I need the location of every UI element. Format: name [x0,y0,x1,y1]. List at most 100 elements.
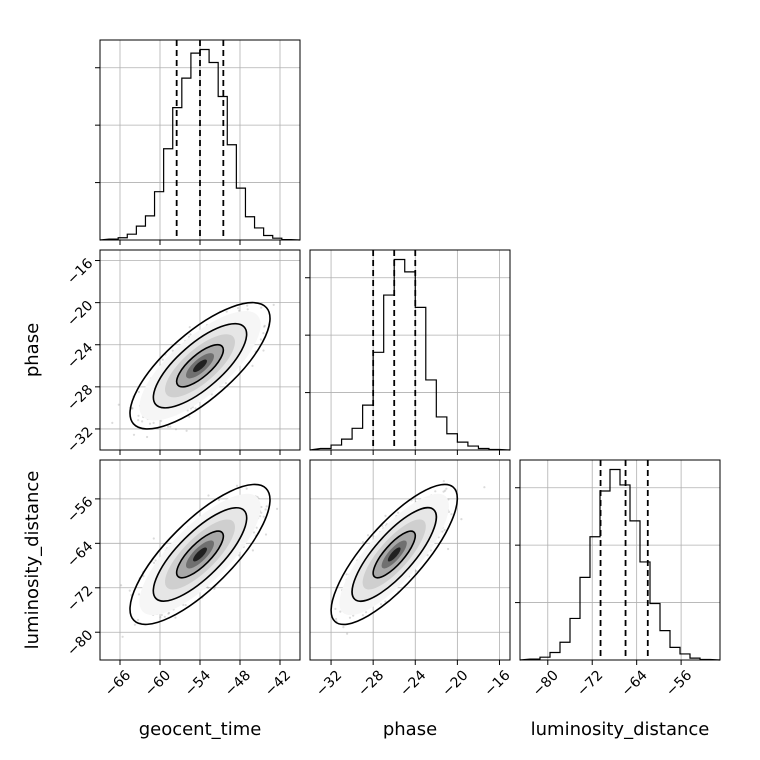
x-axis-label-phase: phase [383,719,437,740]
x-tick-label: −80 [530,668,562,700]
sample-point [225,310,228,313]
sample-point [441,530,444,533]
sample-point [450,513,453,516]
contour-99 [129,301,271,430]
sample-point [237,307,240,310]
sample-point [154,559,157,562]
sample-point [444,489,447,492]
hist-panel-bg [520,460,720,660]
scatter-inner [310,460,510,660]
x-tick-label: −28 [355,668,387,700]
y-tick-label: −56 [64,494,96,526]
sample-point [352,614,355,617]
sample-point [246,308,249,311]
sample-point [264,508,267,511]
hist-panel-luminosity_distance [515,459,721,665]
sample-point [447,547,450,551]
y-tick-label: −20 [64,298,96,330]
y-tick-label: −16 [64,256,96,288]
sample-point [429,549,432,552]
x-tick-label: −60 [142,668,174,700]
x-tick-label: −48 [222,668,254,700]
sample-point [442,490,445,493]
contour-86 [152,322,248,409]
sample-point [120,584,123,587]
sample-point [445,487,448,490]
x-tick-label: −64 [619,667,651,699]
sample-point [136,618,140,622]
sample-point [372,535,375,538]
sample-point [188,326,191,329]
sample-point [235,484,239,487]
y-tick-label: −28 [64,382,96,414]
sample-point [348,616,352,619]
y-tick-label: −32 [64,424,96,456]
sample-point [130,407,134,410]
sample-point [117,403,120,406]
sample-point [262,515,265,518]
contour-39 [175,343,225,388]
x-axis-label-geocent_time: geocent_time [139,719,262,740]
sample-point [252,531,256,534]
sample-point [189,333,192,336]
sample-point [159,616,162,619]
sample-point [361,614,364,617]
sample-point [361,541,365,544]
sample-point [366,534,370,537]
scatter-panel-geocent_time-phase [95,249,301,455]
contour-86 [351,506,438,602]
sample-point [169,425,172,428]
sample-point [148,422,152,425]
y-tick-label: −24 [64,340,96,372]
sample-point [251,549,254,552]
sample-point [339,610,342,613]
hist-panel-frame [519,459,721,661]
sample-point [163,615,166,618]
sample-point [460,518,463,521]
x-tick-label: −66 [102,667,134,699]
sample-point [121,635,124,638]
sample-point [210,393,213,396]
sample-point [152,421,155,424]
contour-86 [152,506,248,602]
hist-panel-frame [309,249,511,451]
density-level [193,547,207,562]
x-axis-label-luminosity_distance: luminosity_distance [531,719,710,740]
scatter-panel-geocent_time-luminosity_distance [95,459,301,665]
sample-point [415,569,418,573]
sample-point [224,382,227,385]
sample-point [167,612,170,615]
scatter-inner [100,460,300,660]
sample-point [185,429,188,432]
contour-39 [372,530,417,579]
x-tick-label: −24 [397,667,429,699]
x-tick-label: −72 [574,668,606,700]
contour-99 [330,483,459,626]
sample-point [133,623,136,626]
sample-point [152,561,156,565]
sample-point [263,324,266,327]
y-tick-label: −72 [64,583,96,615]
sample-point [260,505,263,509]
sample-point [384,600,387,603]
sample-point [171,349,174,352]
sample-point [152,537,155,540]
scatter-panel-phase-luminosity_distance [309,459,511,665]
sample-point [263,325,266,328]
hist-step-line [519,468,721,661]
x-tick-label: −42 [262,668,294,700]
sample-point [194,407,197,410]
sample-point [397,511,400,514]
x-tick-label: −16 [481,667,513,699]
sample-point [111,421,114,424]
x-tick-label: −20 [439,668,471,700]
sample-point [262,349,265,352]
sample-point [251,364,254,367]
contour-39 [175,530,225,579]
sample-point [174,428,178,431]
scatter-inner [100,250,300,450]
sample-point [207,586,210,589]
sample-point [345,573,348,576]
sample-point [137,390,140,394]
